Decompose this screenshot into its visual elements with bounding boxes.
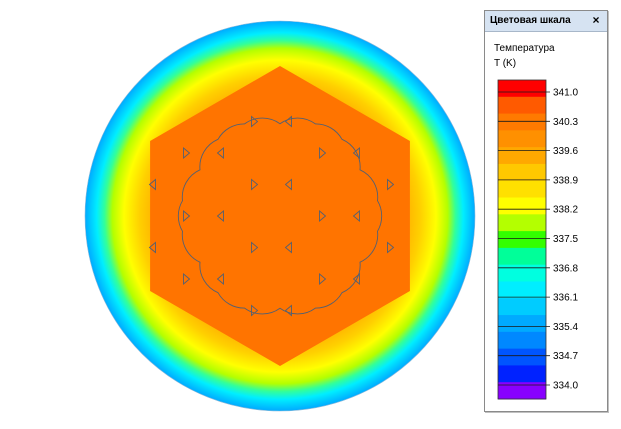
rod-marker-left bbox=[216, 210, 224, 222]
outer-domain-edge bbox=[84, 20, 476, 412]
rod-bundle-outline bbox=[177, 117, 383, 315]
scale-band bbox=[498, 214, 546, 232]
scale-band bbox=[498, 113, 546, 131]
rod-marker-left bbox=[284, 241, 292, 254]
scale-tick-label: 338.2 bbox=[553, 205, 578, 216]
quantity-label: Температура bbox=[494, 43, 555, 54]
scale-tick-label: 335.4 bbox=[553, 322, 578, 333]
rod-marker-left bbox=[216, 147, 224, 159]
rod-marker-right bbox=[319, 273, 327, 285]
legend-title: Цветовая шкала bbox=[490, 15, 571, 26]
color-scale-window: Цветовая шкала × Температура T (K) 341.0… bbox=[484, 10, 608, 412]
rod-marker-right bbox=[183, 147, 191, 159]
scale-tick-label: 336.8 bbox=[553, 263, 578, 274]
color-scale-bar: 341.0 340.3 339.6 338.9 338.2 337.5 336.8 336.1… bbox=[497, 79, 578, 400]
rod-marker-right bbox=[319, 210, 327, 222]
scale-tick-label: 339.6 bbox=[553, 146, 578, 157]
scale-band bbox=[498, 382, 546, 400]
rod-marker-right bbox=[387, 241, 395, 254]
scale-band bbox=[498, 281, 546, 299]
scale-tick-label: 337.5 bbox=[553, 234, 578, 245]
scale-band bbox=[498, 365, 546, 383]
scale-tick-label: 338.9 bbox=[553, 175, 578, 186]
rod-marker-right bbox=[251, 241, 259, 254]
scale-tick-label: 334.7 bbox=[553, 351, 578, 362]
rod-marker-left bbox=[148, 241, 156, 254]
temperature-field-plot bbox=[84, 20, 476, 412]
rod-marker-right bbox=[319, 147, 327, 159]
rod-marker-right bbox=[251, 115, 259, 128]
rod-marker-right bbox=[183, 210, 191, 222]
scale-band bbox=[498, 298, 546, 316]
scale-tick-label: 334.0 bbox=[553, 381, 578, 392]
scale-band bbox=[498, 247, 546, 266]
rod-marker-right bbox=[183, 273, 191, 285]
scale-band bbox=[498, 147, 546, 165]
scale-frame bbox=[497, 79, 547, 400]
rod-markers bbox=[148, 115, 395, 317]
scale-band bbox=[498, 331, 546, 350]
rod-marker-right bbox=[251, 304, 259, 317]
close-icon[interactable]: × bbox=[592, 13, 600, 27]
rod-marker-left bbox=[284, 304, 292, 317]
scale-band bbox=[498, 264, 546, 282]
rod-marker-left bbox=[216, 273, 224, 285]
rod-marker-left bbox=[352, 210, 360, 222]
scale-band bbox=[498, 231, 546, 249]
scale-band bbox=[498, 348, 546, 366]
rod-marker-right bbox=[387, 178, 395, 191]
scale-band bbox=[498, 180, 546, 199]
unit-label: T (K) bbox=[494, 58, 517, 69]
scale-tick-label: 341.0 bbox=[553, 88, 578, 99]
scale-band bbox=[498, 163, 546, 182]
rod-marker-left bbox=[284, 115, 292, 128]
rod-marker-left bbox=[148, 178, 156, 191]
scale-band bbox=[498, 197, 546, 215]
scale-band bbox=[498, 96, 546, 115]
scale-band bbox=[498, 315, 546, 333]
scale-tick-label: 336.1 bbox=[553, 293, 578, 304]
rod-marker-left bbox=[352, 273, 360, 285]
scale-band bbox=[498, 130, 546, 148]
scale-tick-label: 340.3 bbox=[553, 117, 578, 128]
scale-band bbox=[498, 80, 546, 98]
rod-marker-right bbox=[251, 178, 259, 191]
rod-marker-left bbox=[352, 147, 360, 159]
rod-marker-left bbox=[284, 178, 292, 191]
legend-titlebar[interactable]: Цветовая шкала × bbox=[485, 11, 607, 32]
